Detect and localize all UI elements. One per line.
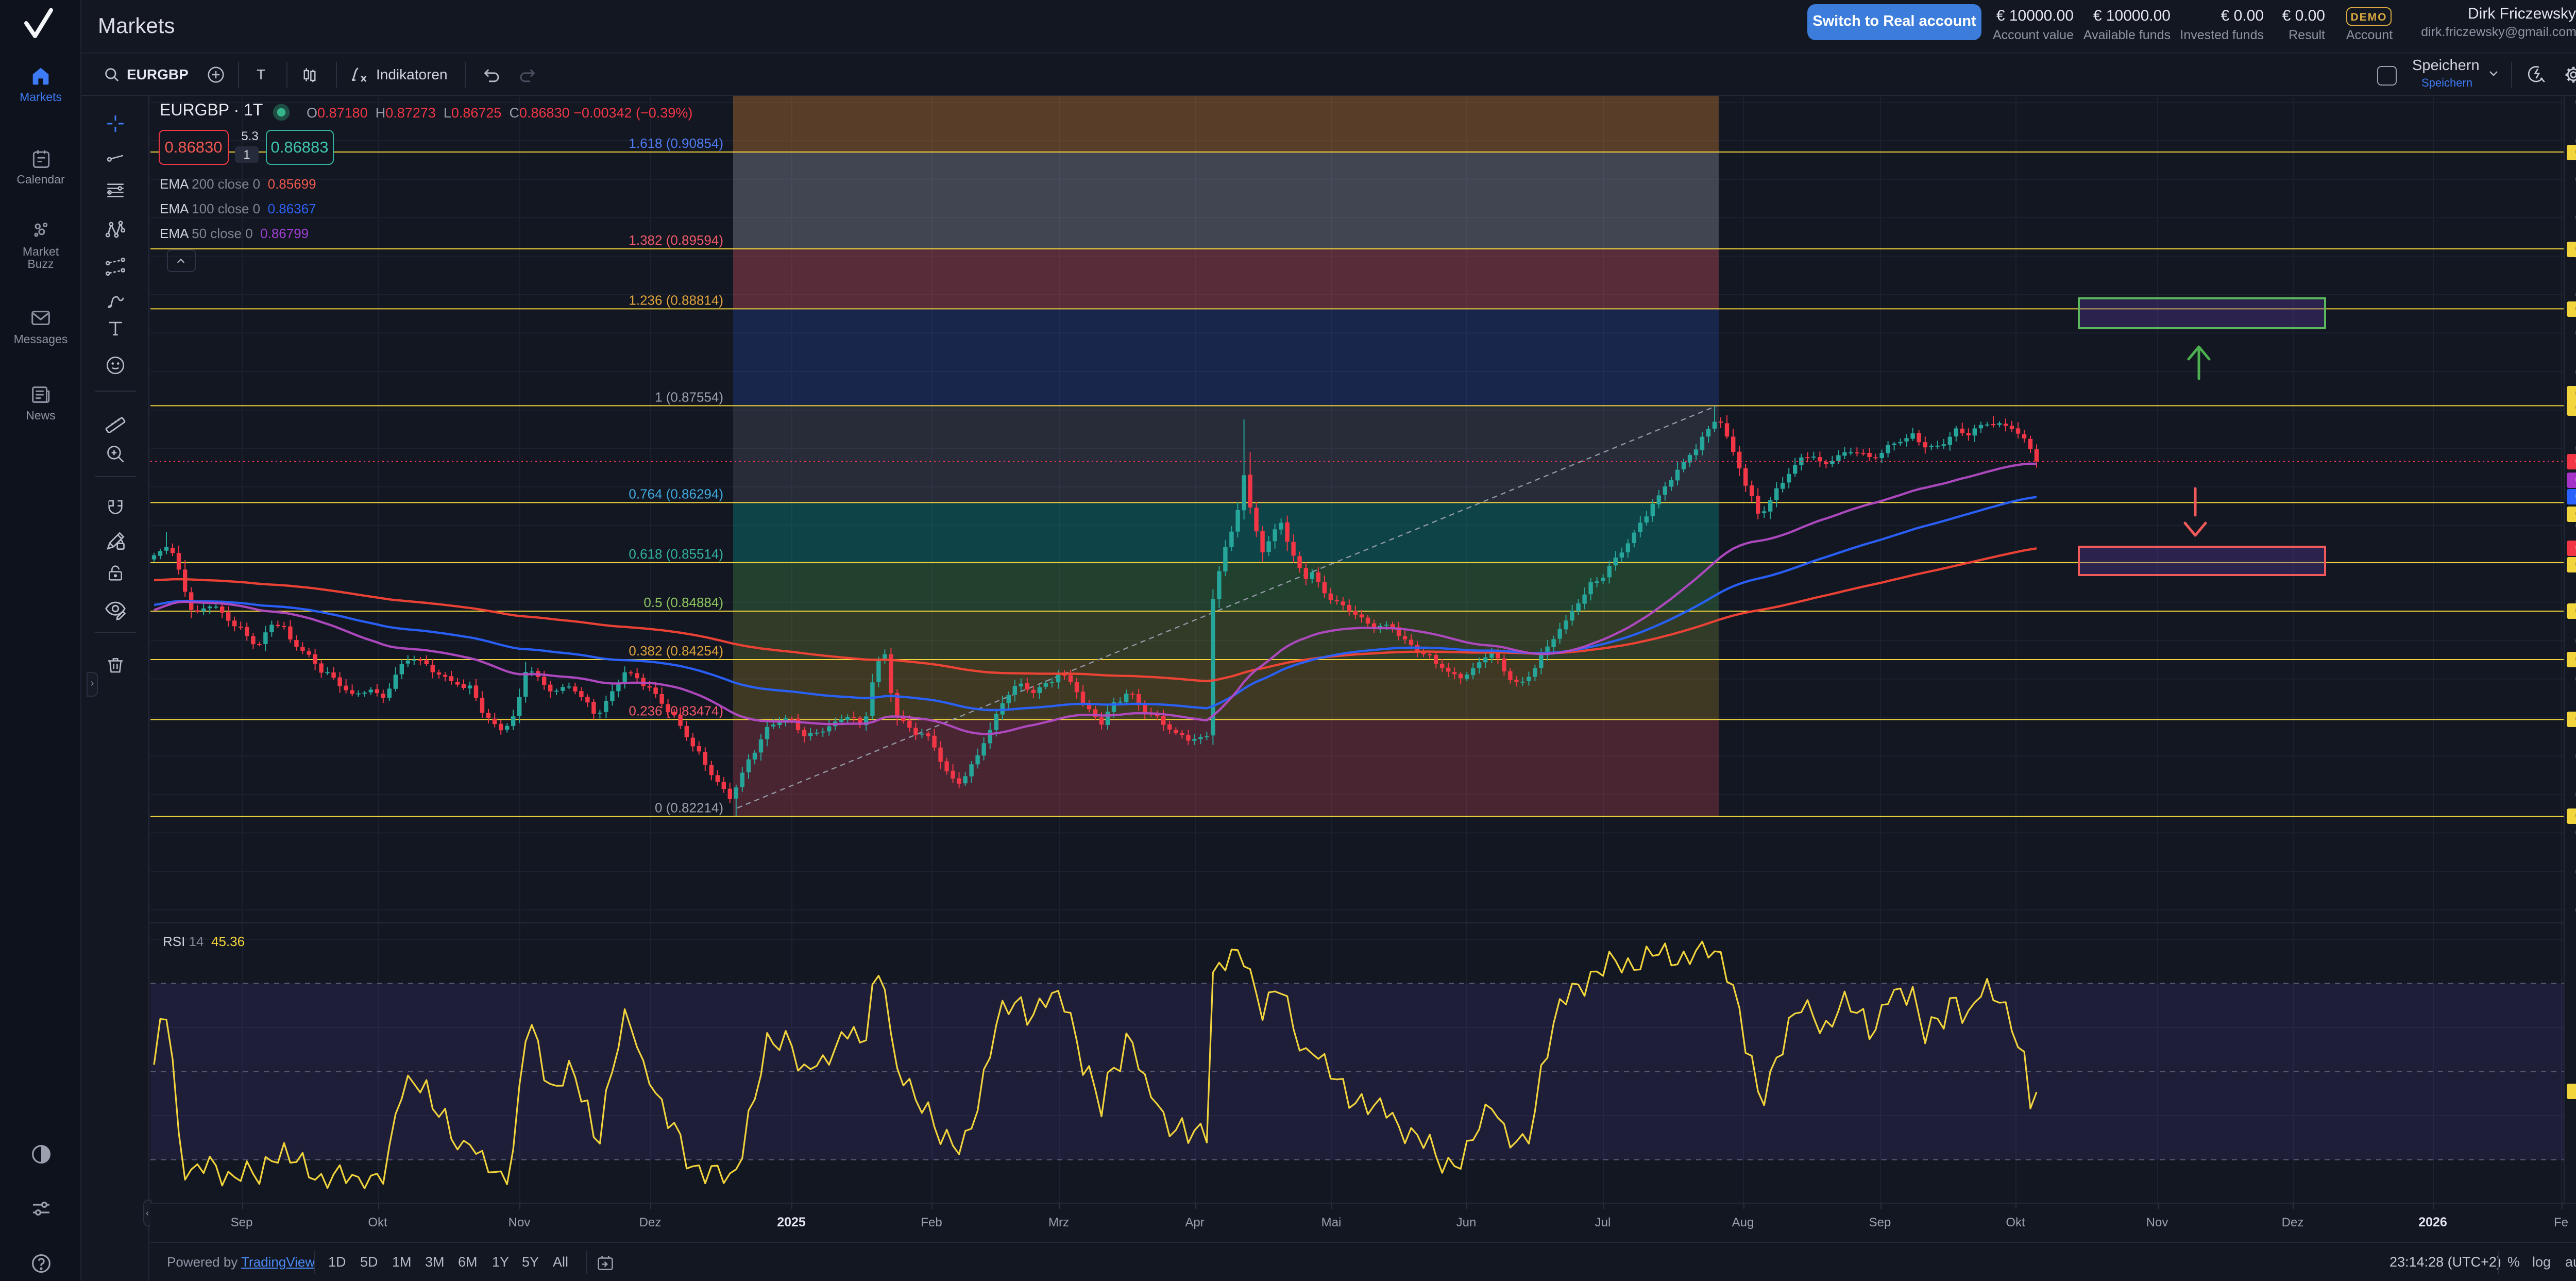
svg-text:0.618 (0.85514): 0.618 (0.85514) [628, 546, 723, 562]
svg-text:1.382 (0.89594): 1.382 (0.89594) [628, 232, 723, 248]
svg-text:0.382 (0.84254): 0.382 (0.84254) [628, 643, 723, 659]
svg-text:1.618 (0.90854): 1.618 (0.90854) [628, 136, 723, 151]
svg-text:0 (0.82214): 0 (0.82214) [654, 800, 723, 815]
svg-text:1 (0.87554): 1 (0.87554) [654, 389, 723, 404]
svg-text:0.5 (0.84884): 0.5 (0.84884) [643, 595, 723, 610]
svg-text:0.236 (0.83474): 0.236 (0.83474) [628, 703, 723, 718]
svg-text:0.764 (0.86294): 0.764 (0.86294) [628, 486, 723, 501]
svg-text:1.236 (0.88814): 1.236 (0.88814) [628, 292, 723, 308]
